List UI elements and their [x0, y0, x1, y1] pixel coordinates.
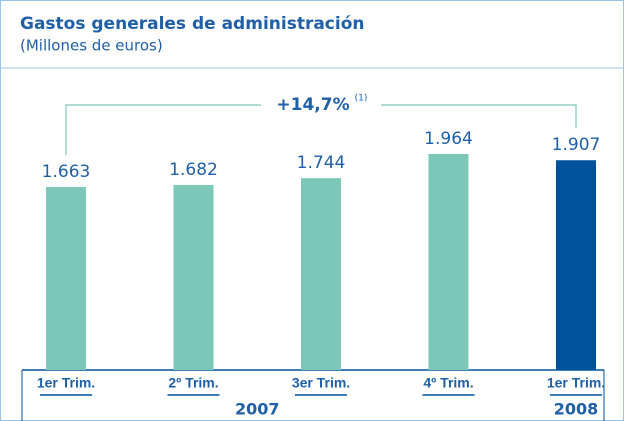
annotation: +14,7%: [276, 95, 349, 115]
group-label: 2008: [554, 400, 599, 419]
value-label: 1.964: [424, 129, 473, 149]
x-tick-label: 2º Trim.: [168, 375, 218, 391]
x-tick-label: 1er Trim.: [37, 375, 95, 391]
value-label: 1.682: [169, 160, 218, 180]
bar: [46, 187, 86, 370]
bar: [428, 153, 469, 370]
value-label: 1.744: [297, 153, 346, 173]
value-label: 1.663: [42, 162, 91, 182]
value-label: 1.907: [552, 135, 601, 155]
chart-title: Gastos generales de administración: [20, 14, 364, 34]
x-tick-label: 3er Trim.: [292, 375, 350, 391]
bar: [301, 178, 341, 370]
bracket: [65, 104, 577, 156]
annotation-note: (1): [355, 94, 368, 104]
bar: [556, 160, 596, 370]
x-tick-label: 4º Trim.: [423, 375, 473, 391]
bar: [173, 184, 214, 370]
group-label: 2007: [235, 400, 280, 419]
x-tick-label: 1er Trim.: [547, 375, 605, 391]
chart-subtitle: (Millones de euros): [20, 37, 163, 55]
